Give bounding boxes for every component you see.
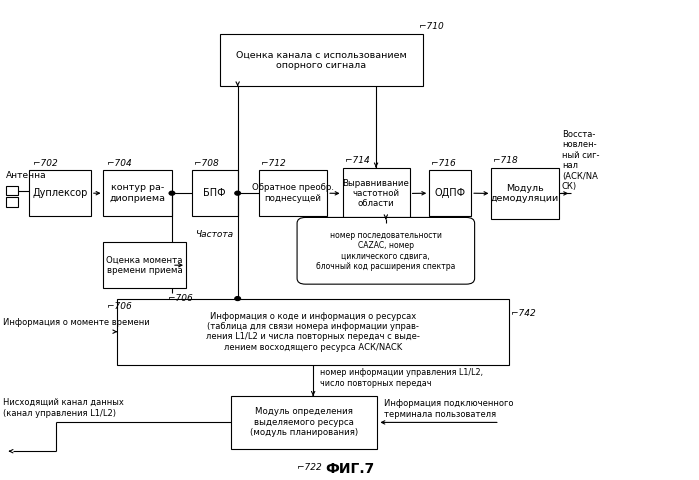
Text: ⌐706: ⌐706	[168, 294, 193, 303]
Text: Оценка канала с использованием
опорного сигнала: Оценка канала с использованием опорного …	[236, 50, 407, 70]
Text: ⌐710: ⌐710	[419, 22, 444, 31]
Text: номер информации управления L1/L2,
число повторных передач: номер информации управления L1/L2, число…	[320, 368, 483, 388]
Text: Обратное преобр.
поднесущей: Обратное преобр. поднесущей	[252, 183, 334, 203]
Text: номер последовательности
CAZAC, номер
циклического сдвига,
блочный код расширени: номер последовательности CAZAC, номер ци…	[316, 231, 456, 271]
Text: Антенна: Антенна	[6, 170, 47, 180]
Circle shape	[169, 191, 175, 195]
Bar	[6, 197, 18, 207]
Text: ⌐712: ⌐712	[261, 158, 285, 168]
Text: БПФ: БПФ	[203, 188, 226, 198]
Bar	[192, 170, 238, 216]
Text: ⌐718: ⌐718	[493, 156, 518, 165]
Bar	[259, 170, 327, 216]
Bar	[429, 170, 471, 216]
Text: ⌐704: ⌐704	[107, 158, 131, 168]
Text: Модуль
демодуляции: Модуль демодуляции	[491, 184, 559, 203]
Bar	[231, 396, 377, 449]
Circle shape	[235, 191, 240, 195]
Bar	[103, 242, 186, 288]
Text: Восста-
новлен-
ный сиг-
нал
(АСК/NA
СК): Восста- новлен- ный сиг- нал (АСК/NA СК)	[562, 130, 600, 191]
Text: ⌐742: ⌐742	[511, 309, 535, 318]
Bar	[220, 34, 423, 86]
Text: Частота: Частота	[195, 229, 233, 239]
Bar	[29, 170, 91, 216]
Text: Выравнивание
частотной
области: Выравнивание частотной области	[343, 179, 410, 208]
Text: Информация подключенного
терминала пользователя: Информация подключенного терминала польз…	[384, 399, 514, 419]
Text: Оценка момента
времени приема: Оценка момента времени приема	[106, 255, 183, 275]
Bar	[491, 168, 559, 219]
FancyBboxPatch shape	[297, 217, 475, 284]
Text: ⌐702: ⌐702	[33, 158, 57, 168]
Text: Информация о моменте времени: Информация о моменте времени	[3, 318, 150, 326]
Text: ⌐708: ⌐708	[194, 158, 218, 168]
Text: ОДПФ: ОДПФ	[435, 188, 466, 198]
Text: ⌐722: ⌐722	[297, 463, 322, 472]
Text: Модуль определения
выделяемого ресурса
(модуль планирования): Модуль определения выделяемого ресурса (…	[250, 408, 358, 437]
Text: ⌐716: ⌐716	[431, 158, 456, 168]
Text: Нисходящий канал данных
(канал управления L1/L2): Нисходящий канал данных (канал управлени…	[3, 398, 124, 418]
Text: ФИГ.7: ФИГ.7	[325, 462, 374, 476]
Circle shape	[235, 297, 240, 300]
Text: ⌐714: ⌐714	[345, 156, 369, 165]
Text: Информация о коде и информация о ресурсах
(таблица для связи номера информации у: Информация о коде и информация о ресурса…	[206, 312, 420, 352]
Bar	[343, 168, 410, 219]
Bar	[103, 170, 172, 216]
Bar	[6, 186, 18, 195]
Text: Дуплексор: Дуплексор	[32, 188, 88, 198]
Text: ⌐706: ⌐706	[107, 302, 131, 311]
Bar	[117, 299, 509, 365]
Text: контур ра-
диоприема: контур ра- диоприема	[110, 183, 166, 203]
